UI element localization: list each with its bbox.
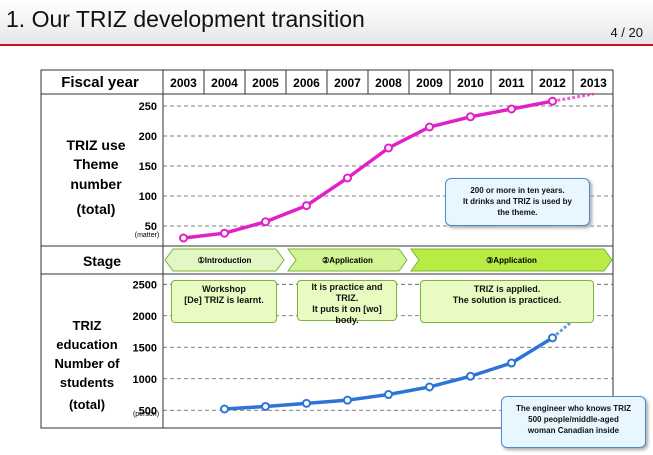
stage-arrow (287, 248, 408, 272)
stage1-note: Workshop [De] TRIZ is learnt. (171, 280, 277, 323)
data-point (384, 143, 393, 153)
data-point (384, 390, 393, 400)
y-tick-label: 2500 (133, 279, 157, 291)
data-point (220, 228, 229, 238)
note-line: TRIZ is applied. (473, 284, 541, 294)
stage-arrow (164, 248, 285, 272)
callout-line: It drinks and TRIZ is used by (463, 197, 572, 206)
students-row-label: TRIZ education Number of students (total… (55, 318, 121, 412)
top-callout: 200 or more in ten years. It drinks and … (445, 178, 590, 226)
data-point (343, 173, 352, 183)
theme-label-line: TRIZ use (66, 137, 125, 153)
year-labels: 2003 2004 2005 2006 2007 2008 2009 2010 2011 2012… (170, 76, 607, 90)
stage3-note: TRIZ is applied. The solution is practic… (420, 280, 594, 323)
data-point (261, 217, 270, 227)
stage-arrow-label: ③Application (486, 256, 537, 265)
note-line: TRIZ. (335, 293, 359, 303)
stage-arrows: ①Introduction ②Application ③Application (164, 248, 613, 272)
theme-row-label: TRIZ use Theme number (total) (66, 137, 125, 217)
data-point (425, 382, 434, 392)
year-label: 2006 (293, 76, 320, 90)
data-point (302, 398, 311, 408)
y-tick-label: 250 (139, 101, 157, 113)
y-tick-label: 2000 (133, 311, 157, 323)
y-tick-label: 100 (139, 191, 157, 203)
theme-number-series (179, 92, 594, 243)
data-point (548, 333, 557, 343)
header-rule (0, 44, 653, 46)
theme-unit: (matter) (135, 232, 160, 239)
data-point (261, 401, 270, 411)
y-tick-labels: 50 100 150 200 250 500 1000 1500 2000 2500 (133, 101, 157, 417)
students-label-line: Number of (55, 356, 121, 371)
data-point (302, 201, 311, 211)
data-point (220, 404, 229, 414)
y-tick-label: 500 (139, 405, 157, 417)
fiscal-year-label: Fiscal year (61, 74, 139, 91)
year-label: 2003 (170, 76, 197, 90)
header-band (0, 0, 653, 46)
series-line (183, 99, 553, 240)
data-point (466, 371, 475, 381)
year-label: 2007 (334, 76, 361, 90)
year-label: 2005 (252, 76, 279, 90)
note-line: It is practice and (311, 282, 383, 292)
stage2-note: It is practice and TRIZ. It puts it on [… (297, 280, 397, 325)
stage-arrow (410, 248, 613, 272)
students-label-line: education (56, 337, 117, 352)
data-point (507, 104, 516, 114)
projection-line (552, 92, 594, 103)
data-point (425, 122, 434, 132)
students-label-line: TRIZ (73, 318, 102, 333)
students-label-line: (total) (69, 397, 105, 412)
theme-label-line: Theme (73, 156, 118, 172)
note-line: body. (335, 315, 359, 325)
year-label: 2012 (539, 76, 566, 90)
data-point (343, 395, 352, 405)
year-label: 2008 (375, 76, 402, 90)
stage-label: Stage (83, 253, 121, 269)
bottom-callout: The engineer who knows TRIZ 500 people/m… (501, 396, 646, 448)
theme-label-line: number (70, 176, 122, 192)
year-label: 2011 (498, 76, 524, 90)
callout-line: 500 people/middle-aged (528, 415, 619, 424)
note-line: [De] TRIZ is learnt. (184, 295, 264, 305)
year-label: 2010 (457, 76, 484, 90)
stage-arrow-label: ②Application (322, 256, 373, 265)
callout-line: woman Canadian inside (527, 426, 620, 435)
y-tick-label: 50 (145, 221, 157, 233)
note-line: The solution is practiced. (452, 295, 562, 305)
callout-line: The engineer who knows TRIZ (515, 404, 632, 413)
year-label: 2013 (580, 76, 607, 90)
y-tick-label: 150 (139, 161, 157, 173)
data-point (466, 112, 475, 122)
data-point (507, 358, 516, 368)
note-line: Workshop (202, 284, 246, 294)
year-label: 2009 (416, 76, 443, 90)
y-tick-label: 1500 (133, 342, 157, 354)
page-number: 4 / 20 (610, 25, 643, 40)
students-unit: (person) (133, 411, 159, 418)
theme-label-line: (total) (77, 201, 116, 217)
y-tick-label: 200 (139, 131, 157, 143)
stage-arrow-label: ①Introduction (198, 256, 252, 265)
slide-title: 1. Our TRIZ development transition (6, 6, 365, 32)
year-label: 2004 (211, 76, 238, 90)
data-point (179, 233, 188, 243)
callout-line: the theme. (497, 208, 538, 217)
year-columns (203, 70, 574, 94)
note-line: It puts it on [wo] (312, 304, 382, 314)
students-label-line: students (60, 375, 114, 390)
data-point (548, 96, 557, 106)
callout-line: 200 or more in ten years. (470, 186, 565, 195)
y-tick-label: 1000 (133, 374, 157, 386)
